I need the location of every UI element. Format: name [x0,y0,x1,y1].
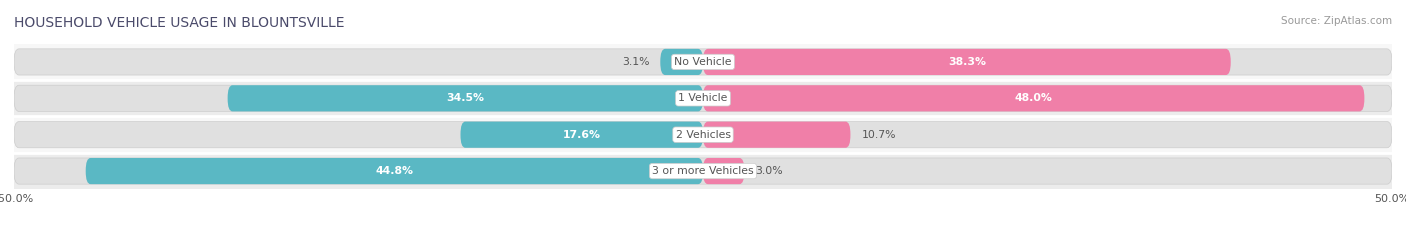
FancyBboxPatch shape [86,158,703,184]
Legend: Owner-occupied, Renter-occupied: Owner-occupied, Renter-occupied [569,230,837,233]
FancyBboxPatch shape [703,122,851,148]
FancyBboxPatch shape [703,158,744,184]
FancyBboxPatch shape [14,158,1392,184]
FancyBboxPatch shape [14,44,1392,80]
Text: 3 or more Vehicles: 3 or more Vehicles [652,166,754,176]
Text: 3.1%: 3.1% [621,57,650,67]
Text: Source: ZipAtlas.com: Source: ZipAtlas.com [1281,16,1392,26]
Text: HOUSEHOLD VEHICLE USAGE IN BLOUNTSVILLE: HOUSEHOLD VEHICLE USAGE IN BLOUNTSVILLE [14,16,344,30]
Text: 2 Vehicles: 2 Vehicles [675,130,731,140]
FancyBboxPatch shape [228,85,703,111]
Text: 48.0%: 48.0% [1015,93,1053,103]
FancyBboxPatch shape [14,85,1392,111]
FancyBboxPatch shape [14,116,1392,153]
FancyBboxPatch shape [14,153,1392,189]
Text: 44.8%: 44.8% [375,166,413,176]
Text: No Vehicle: No Vehicle [675,57,731,67]
Text: 17.6%: 17.6% [562,130,600,140]
Text: 38.3%: 38.3% [948,57,986,67]
FancyBboxPatch shape [661,49,703,75]
FancyBboxPatch shape [14,122,1392,148]
Text: 3.0%: 3.0% [755,166,783,176]
Text: 1 Vehicle: 1 Vehicle [678,93,728,103]
FancyBboxPatch shape [461,122,703,148]
FancyBboxPatch shape [703,49,1230,75]
FancyBboxPatch shape [14,80,1392,116]
Text: 34.5%: 34.5% [446,93,484,103]
FancyBboxPatch shape [703,85,1364,111]
FancyBboxPatch shape [14,49,1392,75]
Text: 10.7%: 10.7% [862,130,896,140]
